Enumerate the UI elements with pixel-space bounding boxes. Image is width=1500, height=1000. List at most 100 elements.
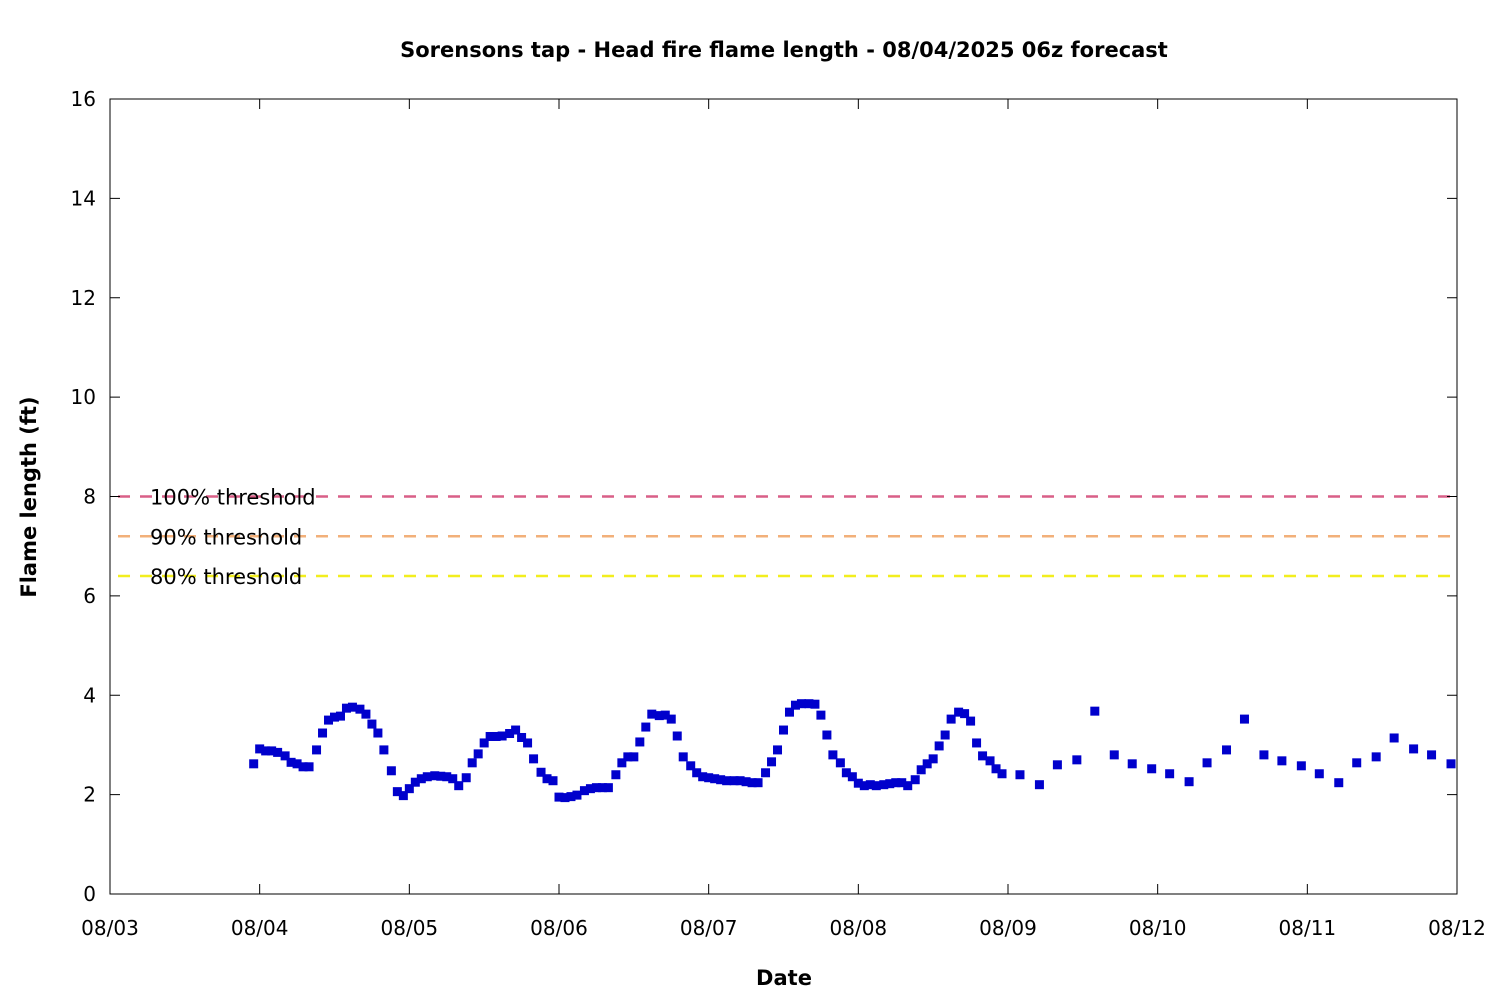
- data-point: [536, 767, 546, 777]
- y-tick-label: 14: [71, 186, 96, 210]
- data-point: [903, 781, 913, 791]
- data-point: [280, 751, 290, 761]
- threshold-lines: [110, 495, 1457, 578]
- data-point: [1334, 778, 1344, 788]
- data-point: [286, 757, 296, 767]
- data-point: [641, 722, 651, 732]
- data-point: [910, 775, 920, 785]
- data-point: [853, 778, 863, 788]
- data-point: [954, 707, 964, 717]
- data-point: [523, 738, 533, 748]
- data-point: [1147, 764, 1157, 774]
- data-point: [505, 729, 515, 739]
- data-point: [585, 784, 595, 794]
- data-point: [753, 778, 763, 788]
- data-point: [1222, 745, 1232, 755]
- data-point: [367, 719, 377, 729]
- data-point: [318, 728, 328, 738]
- data-point: [267, 746, 277, 756]
- data-point: [312, 745, 322, 755]
- data-point: [698, 772, 708, 782]
- data-point: [379, 745, 389, 755]
- y-tick-label: 4: [83, 683, 96, 707]
- data-point: [1446, 759, 1456, 769]
- data-point: [991, 764, 1001, 774]
- data-point: [404, 784, 414, 794]
- data-point: [448, 774, 458, 784]
- data-point: [741, 777, 751, 787]
- data-point: [835, 758, 845, 768]
- data-point: [940, 730, 950, 740]
- data-point: [828, 750, 838, 760]
- x-tick-label: 08/07: [680, 916, 738, 940]
- data-point: [678, 752, 688, 762]
- data-point: [422, 772, 432, 782]
- data-points: [249, 699, 1456, 803]
- data-point: [635, 737, 645, 747]
- data-point: [841, 768, 851, 778]
- x-tick-label: 08/09: [979, 916, 1037, 940]
- data-point: [548, 776, 558, 786]
- data-point: [249, 759, 259, 769]
- data-point: [1239, 714, 1249, 724]
- data-point: [436, 771, 446, 781]
- data-point: [1015, 770, 1025, 780]
- data-point: [1296, 761, 1306, 771]
- data-point: [666, 714, 676, 724]
- data-point: [304, 762, 314, 772]
- data-point: [579, 786, 589, 796]
- data-point: [747, 778, 757, 788]
- data-point: [1409, 744, 1419, 754]
- data-point: [773, 745, 783, 755]
- data-point: [1314, 769, 1324, 779]
- x-tick-label: 08/03: [81, 916, 139, 940]
- data-point: [1109, 750, 1119, 760]
- data-point: [355, 704, 365, 714]
- data-point: [710, 774, 720, 784]
- y-axis-label: Flame length (ft): [17, 396, 41, 597]
- data-point: [1165, 769, 1175, 779]
- data-point: [796, 699, 806, 709]
- data-point: [1072, 755, 1082, 765]
- data-point: [891, 778, 901, 788]
- data-point: [461, 773, 471, 783]
- y-axis: 0 2 4 6 8 10 12 14 16: [71, 87, 1457, 906]
- y-tick-label: 2: [83, 783, 96, 807]
- data-point: [572, 790, 582, 800]
- data-point: [966, 716, 976, 726]
- y-tick-label: 16: [71, 87, 96, 111]
- data-point: [298, 762, 308, 772]
- data-point: [566, 792, 576, 802]
- data-point: [292, 759, 302, 769]
- data-point: [784, 707, 794, 717]
- data-point: [660, 710, 670, 720]
- data-point: [1259, 750, 1269, 760]
- data-point: [978, 751, 988, 761]
- x-tick-label: 08/04: [231, 916, 289, 940]
- data-point: [761, 768, 771, 778]
- data-point: [373, 728, 383, 738]
- data-point: [972, 738, 982, 748]
- data-point: [542, 774, 552, 784]
- threshold-label: 80% threshold: [150, 565, 302, 589]
- data-point: [767, 757, 777, 767]
- data-point: [335, 711, 345, 721]
- data-point: [1352, 758, 1362, 768]
- data-point: [611, 770, 621, 780]
- data-point: [1389, 733, 1399, 743]
- data-point: [529, 754, 539, 764]
- data-point: [386, 766, 396, 776]
- data-point: [672, 731, 682, 741]
- data-point: [255, 744, 265, 754]
- data-point: [430, 771, 440, 781]
- data-point: [416, 774, 426, 784]
- data-point: [779, 725, 788, 735]
- data-point: [960, 709, 970, 719]
- data-point: [1277, 756, 1287, 766]
- data-point: [597, 783, 607, 793]
- data-point: [591, 783, 601, 793]
- data-point: [692, 768, 702, 778]
- data-point: [879, 780, 889, 790]
- y-tick-label: 8: [83, 485, 96, 509]
